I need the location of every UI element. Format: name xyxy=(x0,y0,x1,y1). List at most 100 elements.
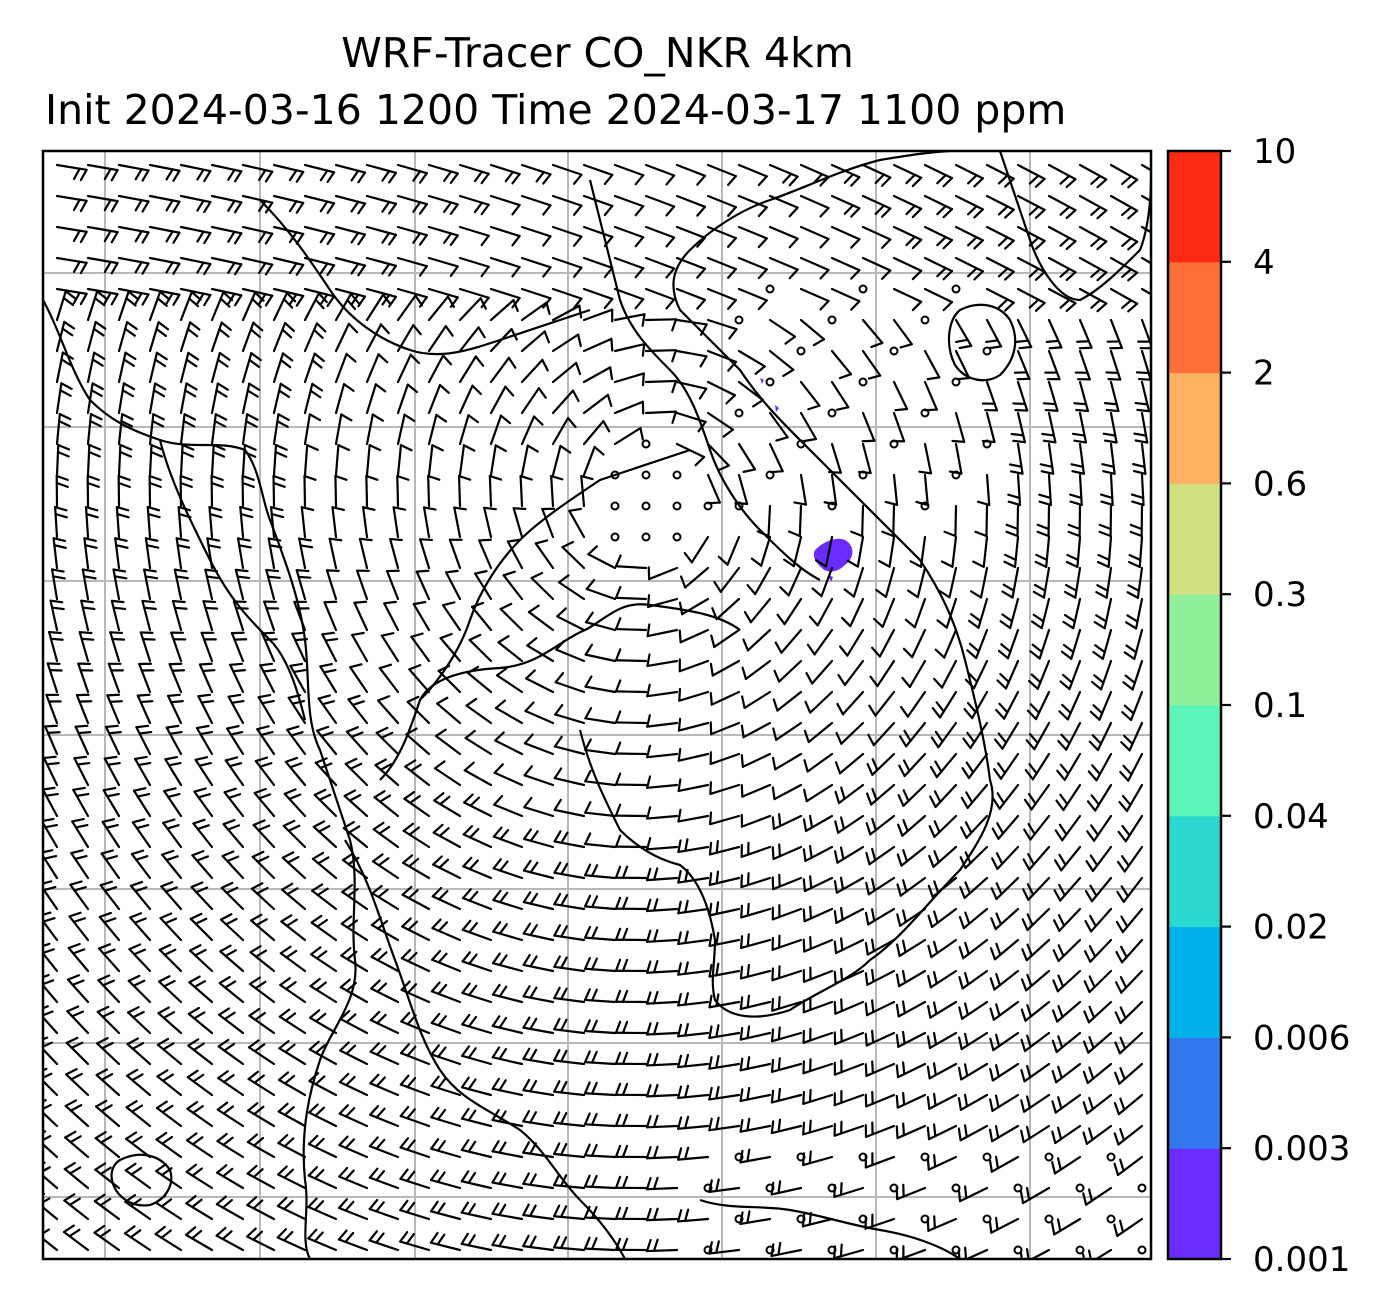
wind-barb xyxy=(261,631,278,663)
calm-wind-marker xyxy=(889,346,899,356)
wind-barb xyxy=(210,194,243,214)
wind-barb xyxy=(646,623,679,638)
colorbar-tick-label: 10 xyxy=(1253,132,1296,172)
wind-barb xyxy=(303,352,325,384)
calm-wind-marker xyxy=(734,1214,744,1224)
wind-barb xyxy=(737,349,766,375)
wind-barb xyxy=(138,662,155,694)
wind-barb xyxy=(399,1137,431,1159)
wind-barb xyxy=(989,1093,1020,1112)
wind-barb xyxy=(349,663,369,694)
wind-barb xyxy=(217,1038,245,1066)
wind-barb xyxy=(1123,628,1144,661)
wind-barb xyxy=(159,912,183,942)
wind-barb xyxy=(282,819,307,849)
wind-barb xyxy=(923,349,941,381)
wind-barb xyxy=(644,410,678,424)
wind-barb xyxy=(303,413,322,446)
wind-barb xyxy=(365,444,382,477)
wind-barb xyxy=(86,443,102,477)
wind-barb xyxy=(86,413,103,446)
wind-barb xyxy=(334,225,367,246)
wind-barb xyxy=(340,947,369,973)
wind-barb xyxy=(991,814,1020,840)
wind-barb xyxy=(740,752,772,768)
wind-barb xyxy=(895,969,927,988)
wind-barb xyxy=(938,566,958,599)
wind-barb xyxy=(768,349,795,377)
wind-barb xyxy=(309,946,338,973)
wind-barb xyxy=(1114,969,1144,994)
wind-barb xyxy=(317,694,338,725)
wind-barb xyxy=(298,537,314,570)
wind-barb xyxy=(210,443,226,477)
wind-barb xyxy=(708,1116,741,1132)
wind-barb xyxy=(584,863,617,880)
wind-barb xyxy=(210,382,229,415)
wind-barb xyxy=(1053,907,1082,932)
wind-barb xyxy=(54,505,68,539)
wind-barb xyxy=(295,569,312,601)
wind-barb xyxy=(1021,938,1051,962)
wind-barb xyxy=(830,349,853,380)
wind-barb xyxy=(834,814,865,834)
wind-barb xyxy=(934,628,958,659)
wind-barb xyxy=(230,631,248,663)
wind-barb xyxy=(954,163,984,188)
wind-barb xyxy=(308,1040,338,1066)
wind-barb xyxy=(743,597,772,624)
wind-barb xyxy=(740,783,772,798)
wind-barb xyxy=(768,225,799,249)
calm-wind-marker xyxy=(858,377,868,387)
wind-barb xyxy=(185,1132,214,1159)
wind-barb xyxy=(1047,194,1077,220)
wind-barb xyxy=(646,594,679,608)
colorbar-swatch xyxy=(1168,261,1221,374)
wind-barb xyxy=(989,1031,1020,1052)
wind-barb xyxy=(179,351,200,384)
wind-barb xyxy=(427,163,459,184)
wind-barb xyxy=(170,631,187,663)
wind-barb xyxy=(869,659,896,688)
wind-barb xyxy=(774,628,803,654)
wind-barb xyxy=(1003,535,1020,568)
wind-barb xyxy=(683,535,710,564)
wind-barb xyxy=(1084,907,1113,933)
wind-barb xyxy=(677,717,710,732)
wind-barb xyxy=(109,631,126,663)
wind-barb xyxy=(154,1225,183,1252)
wind-barb xyxy=(1008,442,1024,475)
wind-barb xyxy=(460,1139,493,1159)
wind-barb xyxy=(551,444,572,477)
wind-barb xyxy=(520,358,549,384)
wind-barb xyxy=(1062,597,1082,630)
wind-barb xyxy=(143,568,159,601)
wind-barb xyxy=(97,943,121,973)
wind-barb xyxy=(117,256,150,275)
tracer-patch xyxy=(813,538,853,572)
wind-barb xyxy=(86,474,100,508)
wind-barb xyxy=(491,1202,524,1221)
wind-barb xyxy=(768,411,789,442)
wind-barb xyxy=(677,992,710,1007)
wind-barb xyxy=(400,948,431,973)
wind-barb xyxy=(276,1196,307,1221)
wind-barb xyxy=(162,818,183,849)
wind-barb xyxy=(520,387,547,415)
wind-barb xyxy=(251,850,276,880)
calm-wind-marker xyxy=(951,284,961,294)
wind-barb xyxy=(1124,597,1144,630)
wind-barb xyxy=(50,568,66,601)
wind-barb xyxy=(186,1100,214,1128)
wind-barb xyxy=(1069,473,1083,507)
wind-barb xyxy=(86,351,106,384)
wind-barb xyxy=(279,977,307,1004)
wind-barb xyxy=(568,507,586,539)
wind-barb xyxy=(802,875,834,893)
wind-barb xyxy=(850,504,865,538)
wind-barb xyxy=(906,566,927,599)
wind-barb xyxy=(1109,194,1139,220)
wind-barb xyxy=(1106,318,1124,350)
wind-barb xyxy=(342,820,369,849)
wind-barb xyxy=(892,380,909,412)
